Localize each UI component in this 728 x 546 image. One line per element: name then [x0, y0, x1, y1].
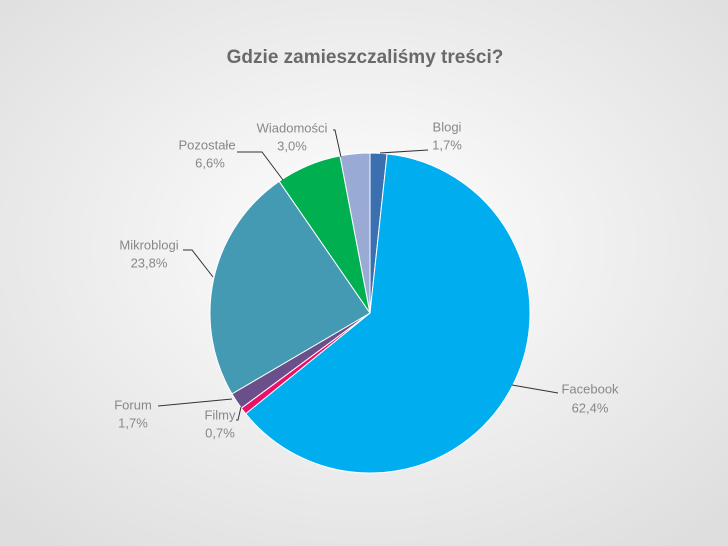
value-label: 0,7%	[205, 425, 235, 440]
slice-label: Blogi	[433, 119, 462, 134]
leader-line	[237, 151, 284, 181]
pie-slice	[244, 153, 531, 474]
leader-line	[236, 406, 242, 421]
pie-slice	[209, 180, 371, 395]
slice-label: Mikroblogi	[119, 237, 178, 252]
slice-label: Pozostałe	[178, 137, 235, 152]
leader-line	[157, 398, 233, 407]
value-label: 6,6%	[195, 155, 225, 170]
slice-label: Forum	[114, 397, 152, 412]
leader-line	[511, 384, 559, 394]
chart-title: Gdzie zamieszczaliśmy treści?	[227, 47, 504, 68]
value-label: 62,4%	[572, 400, 609, 415]
value-label: 1,7%	[118, 415, 148, 430]
leader-line	[333, 129, 342, 158]
leader-line	[183, 249, 214, 278]
value-label: 3,0%	[277, 138, 307, 153]
leader-line	[379, 149, 429, 154]
value-label: 1,7%	[432, 137, 462, 152]
slice-label: Facebook	[561, 381, 619, 396]
slice-label: Filmy	[204, 407, 236, 422]
value-label: 23,8%	[131, 255, 168, 270]
pie-slice	[339, 152, 371, 314]
slice-label: Wiadomości	[257, 120, 328, 135]
